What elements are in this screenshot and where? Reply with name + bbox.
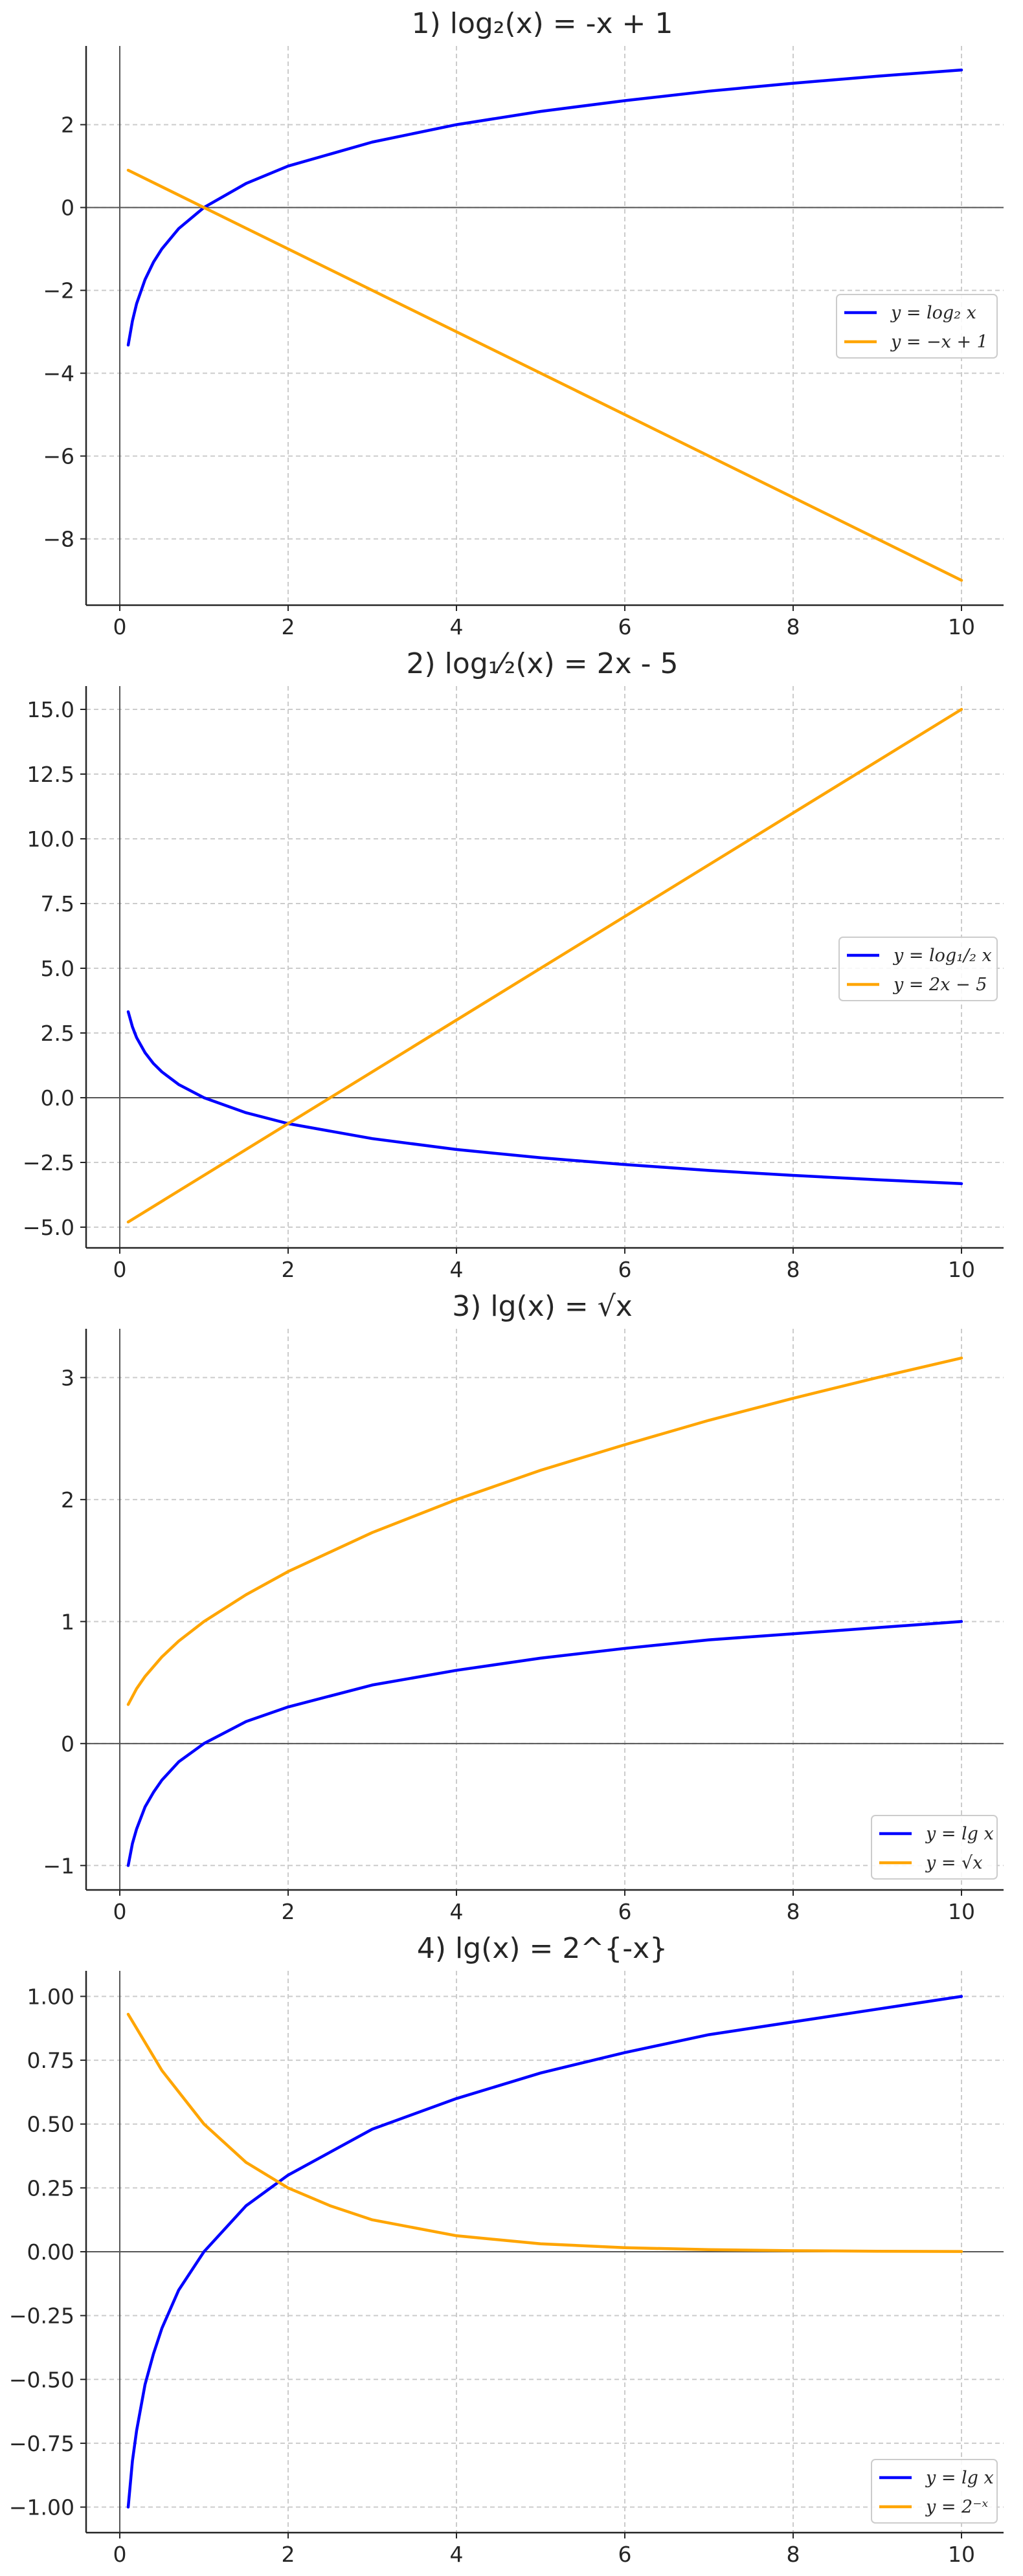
legend-label-1: y = log₂ x — [890, 303, 976, 323]
y-tick-label: −2.5 — [23, 1150, 74, 1175]
y-tick-label: 0.25 — [27, 2175, 74, 2201]
legend-label-2: y = 2⁻ˣ — [925, 2497, 988, 2517]
y-tick-label: 0.00 — [27, 2239, 74, 2265]
x-tick-label: 8 — [787, 1257, 800, 1282]
legend-label-1: y = log₁/₂ x — [893, 946, 992, 966]
chart-panel-2: 2) log₁⁄₂(x) = 2x - 5 0 2 4 6 8 10 15.0 12.5 10.0… — [23, 647, 1004, 1282]
y-tick-label: 0.50 — [27, 2112, 74, 2137]
y-tick-label: −2 — [43, 278, 74, 304]
y-tick-label: 0 — [61, 1731, 74, 1757]
y-tick-label: −0.50 — [9, 2367, 74, 2392]
x-tick-label: 4 — [450, 1899, 464, 1924]
y-tick-label: 7.5 — [41, 891, 74, 916]
y-tick-label: −8 — [43, 527, 74, 552]
legend-label-2: y = −x + 1 — [890, 332, 988, 352]
chart-title: 4) lg(x) = 2^{-x} — [417, 1932, 668, 1965]
x-tick-label: 10 — [948, 1257, 975, 1282]
x-tick-label: 10 — [948, 1899, 975, 1924]
legend: y = log₂ x y = −x + 1 — [836, 294, 998, 359]
y-tick-label: 12.5 — [27, 762, 74, 787]
legend-label-2: y = √x — [925, 1853, 982, 1873]
series-line-1 — [126, 1620, 963, 1867]
x-tick-label: 6 — [618, 1899, 632, 1924]
y-tick-label: 0 — [61, 195, 74, 221]
y-tick-label: 0.0 — [41, 1085, 74, 1111]
y-tick-label: 2.5 — [41, 1021, 74, 1046]
y-tick-label: −6 — [43, 444, 74, 469]
y-tick-label: 0.75 — [27, 2048, 74, 2073]
legend: y = lg x y = √x — [871, 1815, 998, 1880]
chart-panel-4: 4) lg(x) = 2^{-x} 0 2 4 6 8 10 1.00 0.75 0.50 0.25… — [9, 1932, 1004, 2567]
legend-label-2: y = 2x − 5 — [893, 975, 987, 995]
x-tick-label: 0 — [113, 1899, 127, 1924]
series-line-2 — [126, 707, 963, 1224]
x-tick-label: 2 — [282, 1899, 295, 1924]
y-tick-label: 1 — [61, 1609, 74, 1634]
y-tick-label: 5.0 — [41, 956, 74, 981]
series-line-1 — [126, 68, 963, 347]
chart-title: 2) log₁⁄₂(x) = 2x - 5 — [407, 647, 679, 680]
series-line-2 — [126, 168, 963, 582]
x-tick-label: 6 — [618, 2542, 632, 2567]
x-tick-label: 0 — [113, 2542, 127, 2567]
y-tick-label: 3 — [61, 1365, 74, 1390]
chart-panel-1: 1) log₂(x) = -x + 1 0 2 4 6 8 10 2 0 −2 −4 −6 −8 y = … — [43, 7, 1004, 639]
y-tick-label: −1 — [43, 1853, 74, 1878]
x-tick-label: 10 — [948, 614, 975, 639]
x-tick-label: 2 — [282, 2542, 295, 2567]
x-tick-label: 0 — [113, 614, 127, 639]
series-line-1 — [126, 1010, 963, 1186]
x-tick-label: 8 — [787, 2542, 800, 2567]
y-tick-label: −4 — [43, 361, 74, 386]
y-tick-label: 2 — [61, 113, 74, 138]
x-tick-label: 2 — [282, 614, 295, 639]
x-tick-label: 10 — [948, 2542, 975, 2567]
y-tick-label: −1.00 — [9, 2495, 74, 2520]
legend: y = lg x y = 2⁻ˣ — [871, 2459, 998, 2524]
y-tick-label: 1.00 — [27, 1984, 74, 2009]
series-line-2 — [126, 1356, 963, 1706]
x-tick-label: 4 — [450, 614, 464, 639]
legend-label-1: y = lg x — [925, 2468, 994, 2488]
legend: y = log₁/₂ x y = 2x − 5 — [838, 937, 998, 1001]
chart-title: 1) log₂(x) = -x + 1 — [412, 7, 673, 40]
x-tick-label: 6 — [618, 1257, 632, 1282]
series-line-1 — [126, 1995, 963, 2509]
chart-title: 3) lg(x) = √x — [452, 1290, 633, 1323]
y-tick-label: 15.0 — [27, 697, 74, 722]
x-tick-label: 2 — [282, 1257, 295, 1282]
legend-label-1: y = lg x — [925, 1824, 994, 1844]
x-tick-label: 0 — [113, 1257, 127, 1282]
y-tick-label: −0.25 — [9, 2304, 74, 2329]
y-tick-label: −0.75 — [9, 2431, 74, 2456]
y-tick-label: −5.0 — [23, 1215, 74, 1240]
y-tick-label: 10.0 — [27, 827, 74, 852]
x-tick-label: 8 — [787, 614, 800, 639]
series-line-2 — [126, 2012, 963, 2253]
x-tick-label: 4 — [450, 2542, 464, 2567]
x-tick-label: 6 — [618, 614, 632, 639]
y-tick-label: 2 — [61, 1487, 74, 1513]
x-tick-label: 8 — [787, 1899, 800, 1924]
x-tick-label: 4 — [450, 1257, 464, 1282]
